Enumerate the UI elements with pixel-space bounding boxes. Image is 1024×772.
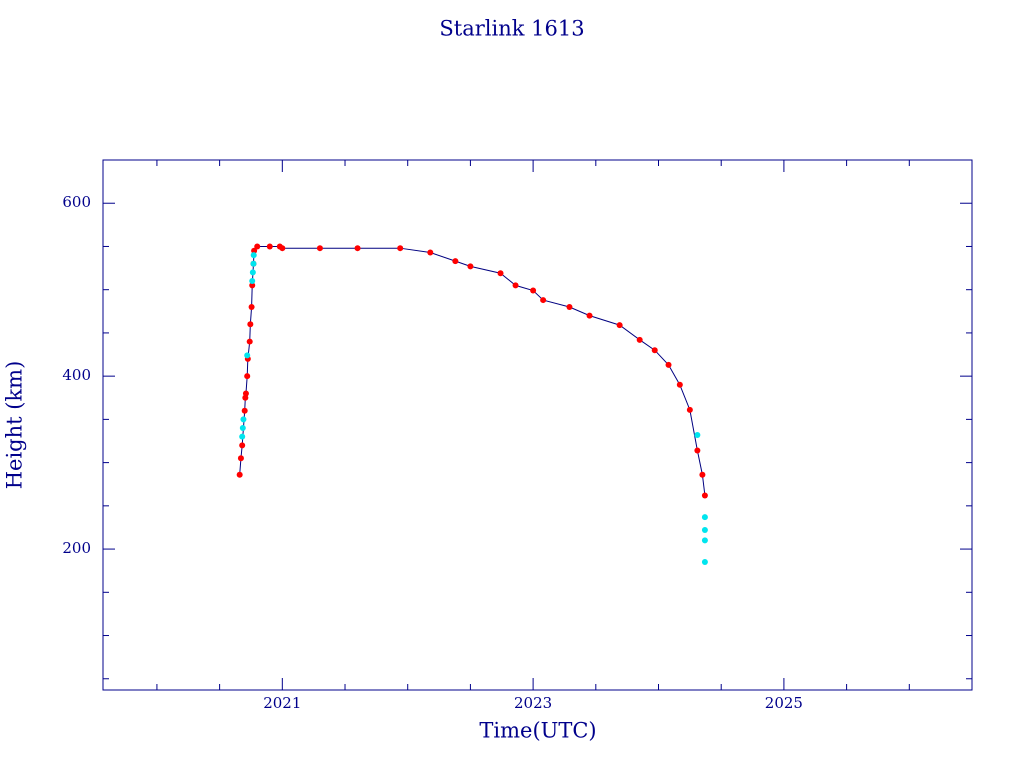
data-point bbox=[239, 442, 246, 449]
plot-frame bbox=[102, 159, 973, 691]
data-point bbox=[701, 527, 708, 534]
data-point bbox=[497, 270, 504, 277]
data-point bbox=[676, 381, 683, 388]
data-point bbox=[316, 245, 323, 252]
data-point bbox=[427, 249, 434, 256]
data-point bbox=[250, 252, 257, 259]
data-point bbox=[354, 245, 361, 252]
data-point bbox=[540, 297, 547, 304]
x-tick-label: 2023 bbox=[514, 694, 552, 712]
data-point bbox=[701, 492, 708, 499]
data-point bbox=[249, 278, 256, 285]
data-point bbox=[244, 352, 251, 359]
x-axis-label: Time(UTC) bbox=[479, 719, 596, 743]
x-tick-label: 2025 bbox=[765, 694, 803, 712]
data-point bbox=[266, 243, 273, 250]
data-point bbox=[397, 245, 404, 252]
data-point bbox=[250, 260, 257, 267]
data-point bbox=[248, 303, 255, 310]
data-point bbox=[701, 514, 708, 521]
data-point bbox=[244, 373, 251, 380]
data-point bbox=[242, 390, 249, 397]
data-point bbox=[251, 247, 258, 254]
data-point bbox=[246, 338, 253, 345]
data-point bbox=[616, 322, 623, 329]
data-point bbox=[254, 243, 261, 250]
data-point bbox=[241, 407, 248, 414]
data-point bbox=[467, 263, 474, 270]
y-axis-label: Height (km) bbox=[3, 361, 27, 490]
data-point bbox=[665, 361, 672, 368]
data-point bbox=[636, 336, 643, 343]
data-point bbox=[686, 406, 693, 413]
data-point bbox=[699, 471, 706, 478]
trace-line bbox=[239, 245, 706, 496]
data-point bbox=[512, 282, 519, 289]
data-point bbox=[530, 287, 537, 294]
data-point bbox=[240, 416, 247, 423]
y-tick-label: 400 bbox=[62, 366, 91, 384]
data-point bbox=[247, 321, 254, 328]
data-point bbox=[237, 455, 244, 462]
y-tick-label: 600 bbox=[62, 193, 91, 211]
data-point bbox=[239, 425, 246, 432]
data-point bbox=[239, 433, 246, 440]
data-point bbox=[566, 303, 573, 310]
data-point bbox=[694, 447, 701, 454]
data-point bbox=[249, 282, 256, 289]
data-point bbox=[452, 258, 459, 265]
y-tick-label: 200 bbox=[62, 539, 91, 557]
data-point bbox=[701, 559, 708, 566]
data-point bbox=[701, 537, 708, 544]
data-point bbox=[236, 471, 243, 478]
data-point bbox=[249, 269, 256, 276]
x-tick-label: 2021 bbox=[263, 694, 301, 712]
chart-title: Starlink 1613 bbox=[439, 17, 584, 41]
data-point bbox=[586, 312, 593, 319]
data-point bbox=[694, 431, 701, 438]
data-point bbox=[651, 347, 658, 354]
data-point bbox=[279, 245, 286, 252]
